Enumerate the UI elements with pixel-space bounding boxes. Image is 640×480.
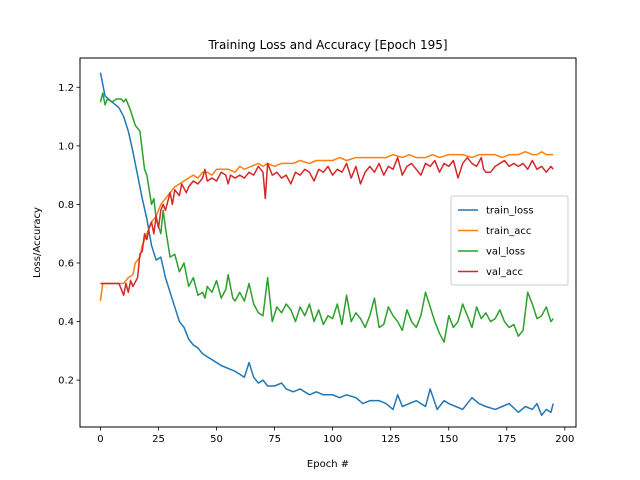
- series-line-val-loss: [99, 92, 554, 343]
- legend-label-val-acc: val_acc: [486, 267, 523, 278]
- legend-label-val-loss: val_loss: [486, 247, 525, 258]
- y-tick-label: 0.8: [58, 200, 74, 211]
- legend-label-train-acc: train_acc: [486, 226, 531, 237]
- x-axis: 0 25 50 75 100 125 150 175 200: [97, 427, 574, 445]
- x-tick-label: 125: [381, 434, 400, 445]
- chart-title: Training Loss and Accuracy [Epoch 195]: [207, 38, 447, 52]
- x-tick-label: 150: [439, 434, 458, 445]
- axes-frame: [79, 57, 577, 428]
- y-tick-label: 1.2: [58, 83, 74, 94]
- plot-area: [79, 57, 577, 428]
- x-tick-label: 75: [268, 434, 281, 445]
- y-axis: 0.2 0.4 0.6 0.8 1.0 1.2: [58, 83, 80, 387]
- series-line-train-acc: [99, 150, 554, 302]
- x-axis-label: Epoch #: [307, 459, 349, 470]
- x-tick-label: 0: [97, 434, 103, 445]
- legend: train_loss train_acc val_loss val_acc: [450, 195, 569, 286]
- series-line-val-acc: [100, 156, 554, 296]
- y-axis-label: Loss/Accuracy: [32, 207, 43, 278]
- series-layer: [99, 72, 554, 417]
- x-tick-label: 50: [210, 434, 223, 445]
- legend-entries: train_loss train_acc val_loss val_acc: [458, 206, 534, 278]
- y-tick-label: 0.2: [58, 376, 74, 387]
- legend-label-train-loss: train_loss: [486, 206, 534, 217]
- x-tick-label: 100: [323, 434, 342, 445]
- y-tick-label: 0.6: [58, 259, 74, 270]
- x-tick-label: 175: [497, 434, 516, 445]
- y-tick-label: 1.0: [58, 141, 74, 152]
- series-line-train-loss: [99, 72, 554, 417]
- x-tick-label: 200: [555, 434, 574, 445]
- y-tick-label: 0.4: [58, 317, 74, 328]
- x-tick-label: 25: [152, 434, 165, 445]
- legend-box: [450, 195, 569, 286]
